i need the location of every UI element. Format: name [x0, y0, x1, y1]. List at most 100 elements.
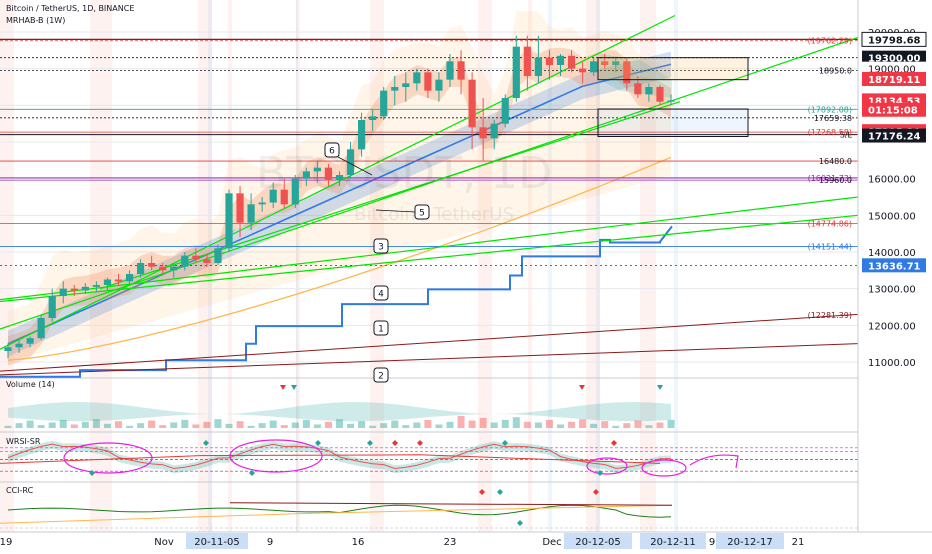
candle-body-35 — [391, 87, 399, 91]
xtick-5: Dec — [542, 537, 561, 548]
candle-body-9 — [103, 279, 112, 285]
candle-body-19 — [214, 248, 222, 263]
volume-bar-36 — [402, 425, 410, 428]
red-band-9 — [640, 0, 656, 532]
volume-bar-39 — [435, 424, 443, 428]
xhighlight-2: 20-12-11 — [650, 537, 695, 548]
trend-red-2 — [0, 343, 859, 376]
xhighlight-bg-1 — [564, 533, 632, 549]
xtick-7: 21 — [792, 537, 805, 548]
level-label-5: S/L — [840, 131, 853, 140]
candle-body-14 — [159, 266, 167, 271]
level-label-6: 16480.0 — [819, 157, 852, 166]
candle-body-60 — [667, 100, 675, 102]
callout-label-3: 3 — [378, 243, 384, 253]
cci-title: CCI-RC — [6, 486, 34, 495]
volume-bar-49 — [545, 419, 553, 428]
candle-body-59 — [656, 87, 664, 102]
volume-bar-43 — [479, 417, 487, 428]
volume-cloud — [8, 402, 671, 422]
volume-bar-32 — [358, 421, 366, 428]
price-tag-bg-1 — [862, 50, 926, 65]
symbol-title: Bitcoin / TetherUS, 1D, BINANCE — [6, 4, 134, 13]
candle-body-54 — [601, 61, 609, 65]
price-tag-4: 18134.53 — [868, 96, 921, 107]
wrsi-marker-0 — [89, 470, 95, 476]
volume-bar-58 — [645, 425, 653, 428]
callout-1: 1 — [373, 320, 389, 336]
price-tag-10: 14000.00 — [868, 248, 916, 259]
candle-body-27 — [302, 171, 310, 179]
time-axis[interactable]: 19 Nov 9 16 23 Dec 9 21 20-11-05 20-12-05 20-12-11… — [0, 531, 932, 550]
candle-body-36 — [402, 83, 410, 87]
volume-bar-14 — [159, 425, 167, 428]
volume-bar-47 — [523, 421, 531, 428]
volume-bar-41 — [457, 415, 465, 428]
volume-marker-1 — [291, 385, 297, 390]
xtick-2: 9 — [267, 537, 273, 548]
candle-body-56 — [623, 61, 631, 84]
indicator-title: MRHAB-B (1W) — [6, 16, 65, 25]
candle-body-49 — [545, 57, 554, 65]
price-tag-bg-8 — [862, 171, 926, 186]
candle-body-17 — [192, 255, 200, 260]
volume-title: Volume (14) — [6, 380, 55, 389]
candle-body-39 — [435, 79, 443, 91]
volume-bar-16 — [181, 419, 189, 428]
callout-6: 6 — [324, 142, 340, 158]
highlight-ellipse-3 — [641, 459, 687, 477]
trend-lines — [0, 14, 859, 376]
blue-band-4 — [674, 0, 678, 532]
volume-bar-26 — [291, 422, 299, 428]
volume-bar-17 — [192, 424, 200, 428]
cci-panel: CCI-RC0.00200.00 — [0, 486, 903, 535]
price-tag-bg-7 — [862, 128, 926, 143]
xtick-4: 23 — [444, 537, 457, 548]
price-tag-3: 18719.11 — [868, 75, 921, 86]
highlight-ellipse-1 — [229, 439, 323, 473]
callout-6-leader — [337, 156, 373, 176]
volume-bar-11 — [126, 425, 134, 428]
cci-marker-0 — [479, 489, 485, 495]
callout-label-4: 4 — [378, 290, 384, 300]
blue-band-0 — [208, 0, 212, 532]
volume-bar-37 — [413, 422, 421, 428]
ytick-12000: 12000.00 — [868, 321, 916, 332]
volume-bar-34 — [380, 423, 388, 428]
level-label-9: (14774.86) — [808, 220, 852, 229]
candle-body-46 — [512, 46, 520, 98]
volume-bar-22 — [247, 425, 255, 428]
trend-green-low — [0, 196, 859, 301]
candle-body-23 — [258, 202, 266, 205]
trend-green-mid — [0, 36, 859, 330]
target-box — [597, 57, 749, 81]
candle-body-58 — [645, 87, 653, 95]
candle-body-1 — [15, 343, 23, 348]
volume-bar-33 — [369, 425, 377, 428]
volume-bar-51 — [568, 421, 576, 428]
grid — [0, 31, 932, 483]
candle-body-18 — [203, 259, 211, 263]
xhighlight-1: 20-12-05 — [575, 537, 620, 548]
volume-bar-60 — [667, 419, 675, 428]
volume-bar-20 — [225, 423, 233, 428]
volume-marker-2 — [579, 385, 585, 390]
level-labels: (19762.29) 18950.0 (17892.08)17659.38 (1726… — [808, 37, 853, 320]
candle-body-40 — [446, 61, 454, 80]
volume-bar-0 — [4, 425, 12, 428]
stop-box — [597, 108, 749, 137]
volume-bar-30 — [336, 419, 343, 428]
red-band-0 — [0, 0, 14, 532]
red-band-8 — [586, 0, 600, 532]
candle-body-8 — [92, 285, 100, 287]
volume-bar-53 — [590, 423, 598, 428]
callouts: 1 2 3 4 5 6 — [324, 142, 430, 383]
volume-bar-54 — [601, 421, 609, 428]
volume-bar-19 — [214, 419, 222, 428]
wrsi-trend — [0, 454, 661, 464]
volume-bar-8 — [92, 419, 100, 428]
candle-body-21 — [236, 193, 244, 223]
price-axis[interactable]: 11000.0012000.0013000.0020000.0019798.68… — [857, 0, 932, 550]
